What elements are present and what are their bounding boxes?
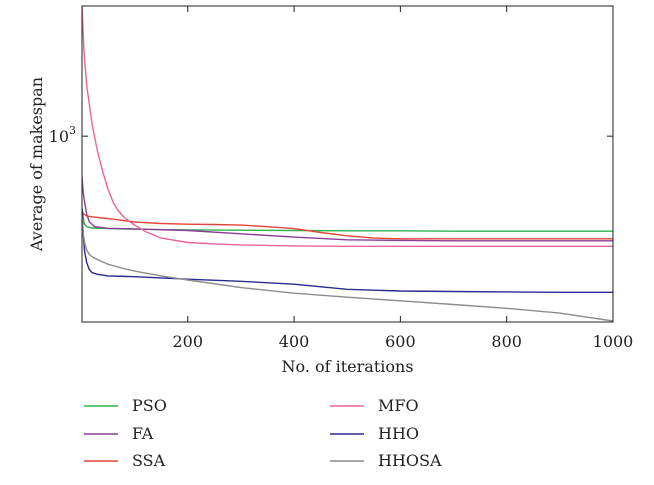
x-tick-label: 1000: [593, 332, 634, 351]
legend-label-ssa: SSA: [132, 451, 166, 470]
y-tick-label: 103: [49, 124, 76, 146]
legend-label-hhosa: HHOSA: [378, 451, 442, 470]
x-tick-label: 600: [385, 332, 416, 351]
legend: PSO FA SSA MFO HHO HHOSA: [84, 396, 442, 470]
plot-frame: [81, 5, 614, 323]
series-line-hhosa: [82, 214, 613, 322]
series-line-fa: [82, 176, 613, 242]
tick-layer: 200 400 600 800 1000 103: [49, 6, 634, 351]
y-axis-title: Average of makespan: [27, 77, 46, 252]
legend-label-mfo: MFO: [378, 396, 419, 415]
series-line-hho: [82, 208, 613, 293]
legend-label-pso: PSO: [132, 396, 167, 415]
series-line-ssa: [82, 210, 613, 240]
series-line-mfo: [82, 6, 613, 247]
series-layer: [82, 6, 613, 322]
legend-label-fa: FA: [132, 424, 154, 443]
x-tick-label: 400: [279, 332, 310, 351]
x-tick-label: 800: [491, 332, 522, 351]
x-tick-label: 200: [173, 332, 204, 351]
x-axis-title: No. of iterations: [281, 357, 413, 376]
legend-label-hho: HHO: [378, 424, 419, 443]
series-line-pso: [82, 208, 613, 232]
